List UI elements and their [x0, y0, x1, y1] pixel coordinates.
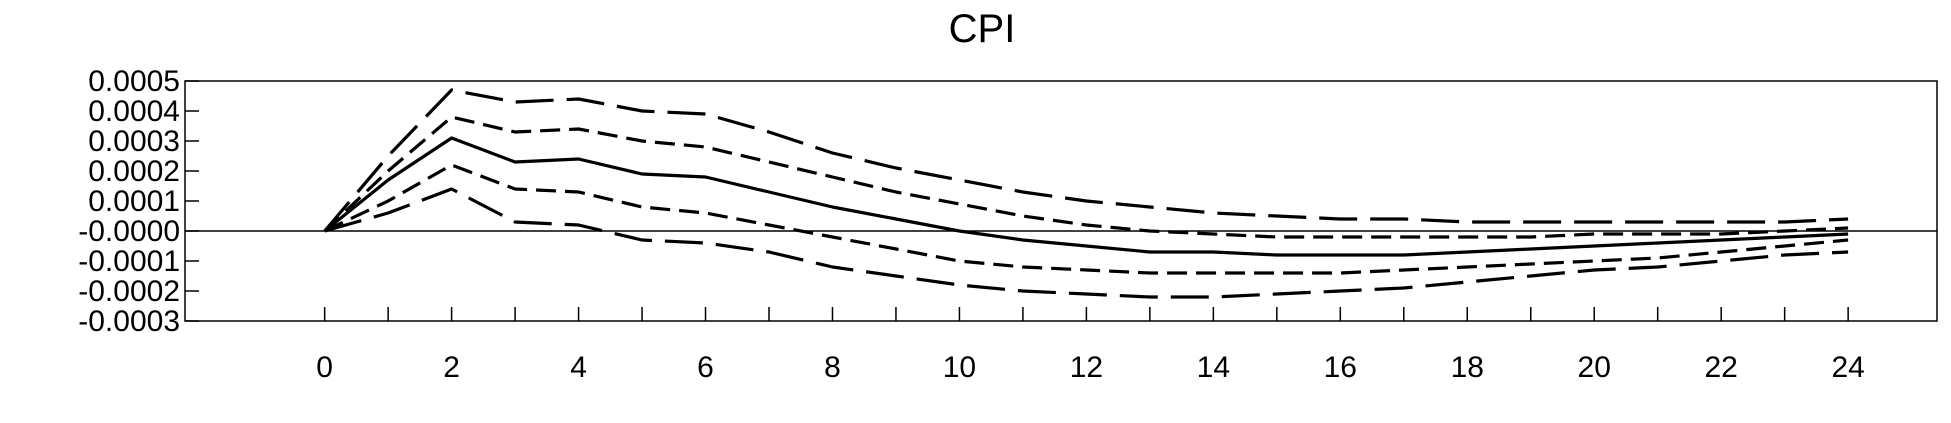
- x-tick-label: 22: [1704, 351, 1737, 384]
- x-tick-label: 2: [443, 351, 460, 384]
- y-tick-label: -0.0002: [78, 275, 180, 308]
- x-tick-label: 10: [943, 351, 976, 384]
- y-tick-label: 0.0003: [88, 125, 180, 158]
- x-tick-label: 16: [1324, 351, 1357, 384]
- x-tick-label: 0: [316, 351, 333, 384]
- y-tick-label: 0.0004: [88, 95, 180, 128]
- series-line-1: [323, 88, 1849, 233]
- x-tick-label: 8: [824, 351, 841, 384]
- x-tick-label: 6: [697, 351, 714, 384]
- series-line-5: [324, 187, 1849, 299]
- plot-frame: [184, 80, 1938, 322]
- y-tick-label: -0.0000: [78, 215, 180, 248]
- series-line-4: [324, 163, 1849, 275]
- y-tick-label: 0.0005: [88, 65, 180, 98]
- x-tick-label: 20: [1578, 351, 1611, 384]
- x-tick-label: 24: [1831, 351, 1864, 384]
- x-tick-label: 14: [1197, 351, 1230, 384]
- y-tick-label: -0.0003: [78, 305, 180, 338]
- series-line-2: [323, 115, 1849, 239]
- y-tick-label: -0.0001: [78, 245, 180, 278]
- y-tick-label: 0.0001: [88, 185, 180, 218]
- chart-title: CPI: [949, 7, 1016, 51]
- series-line-3: [323, 136, 1849, 257]
- plot-area: 0.00050.00040.00030.00020.0001-0.0000-0.…: [78, 65, 1938, 384]
- x-tick-label: 18: [1451, 351, 1484, 384]
- y-tick-label: 0.0002: [88, 155, 180, 188]
- x-tick-label: 12: [1070, 351, 1103, 384]
- x-tick-label: 4: [570, 351, 587, 384]
